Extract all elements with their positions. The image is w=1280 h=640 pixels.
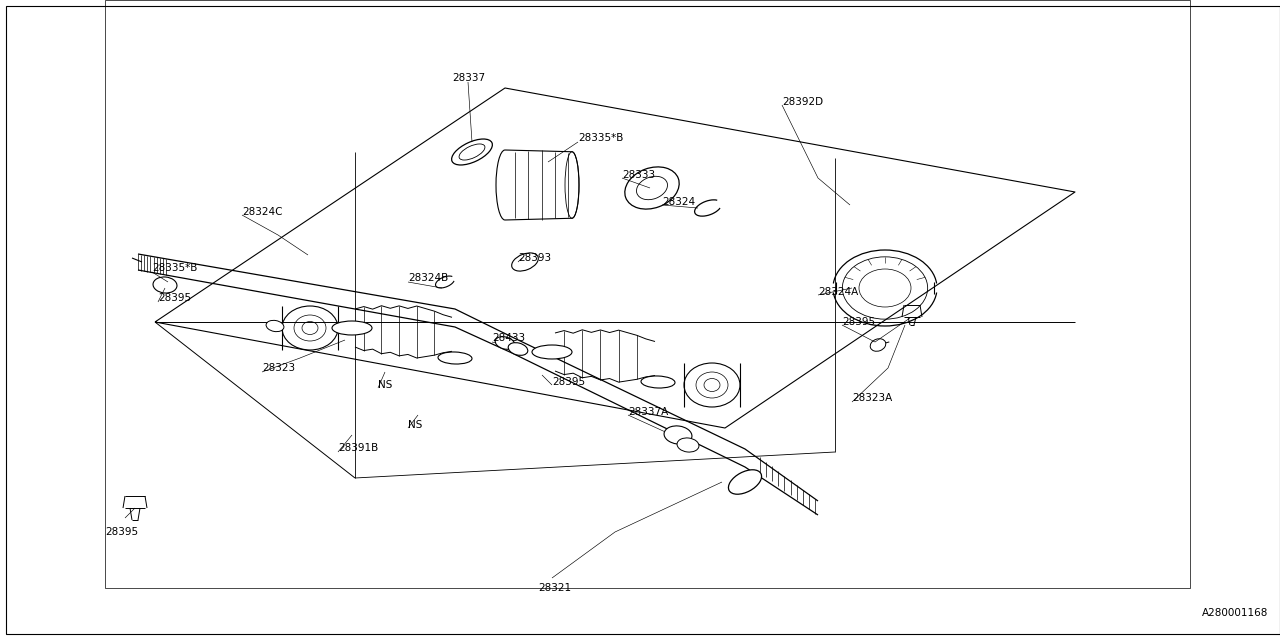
Ellipse shape bbox=[532, 345, 572, 359]
Text: NS: NS bbox=[408, 420, 422, 430]
Text: 28337A: 28337A bbox=[628, 407, 668, 417]
Ellipse shape bbox=[728, 470, 762, 494]
Text: 28324B: 28324B bbox=[408, 273, 448, 283]
Text: 28324: 28324 bbox=[662, 197, 695, 207]
Text: A280001168: A280001168 bbox=[1202, 608, 1268, 618]
Text: 28395: 28395 bbox=[842, 317, 876, 327]
Text: 28321: 28321 bbox=[538, 583, 571, 593]
Text: 28324C: 28324C bbox=[242, 207, 283, 217]
Ellipse shape bbox=[438, 352, 472, 364]
Ellipse shape bbox=[677, 438, 699, 452]
Text: 28337: 28337 bbox=[452, 73, 485, 83]
Ellipse shape bbox=[641, 376, 675, 388]
Ellipse shape bbox=[664, 426, 692, 444]
Text: 28323: 28323 bbox=[262, 363, 296, 373]
Text: 28333: 28333 bbox=[622, 170, 655, 180]
Text: 28395: 28395 bbox=[105, 527, 138, 537]
Text: 28335*B: 28335*B bbox=[152, 263, 197, 273]
Ellipse shape bbox=[332, 321, 372, 335]
Ellipse shape bbox=[266, 321, 284, 332]
Text: 28433: 28433 bbox=[492, 333, 525, 343]
Text: NS: NS bbox=[378, 380, 393, 390]
Text: 28393: 28393 bbox=[518, 253, 552, 263]
Text: 28391B: 28391B bbox=[338, 443, 379, 453]
Text: 28335*B: 28335*B bbox=[579, 133, 623, 143]
Text: 28395: 28395 bbox=[157, 293, 191, 303]
Bar bbox=[105, 0, 1190, 588]
Ellipse shape bbox=[508, 342, 527, 355]
Ellipse shape bbox=[495, 337, 515, 349]
Text: 28395: 28395 bbox=[552, 377, 585, 387]
Text: 28324A: 28324A bbox=[818, 287, 859, 297]
Text: 28323A: 28323A bbox=[852, 393, 892, 403]
Text: 28392D: 28392D bbox=[782, 97, 823, 107]
